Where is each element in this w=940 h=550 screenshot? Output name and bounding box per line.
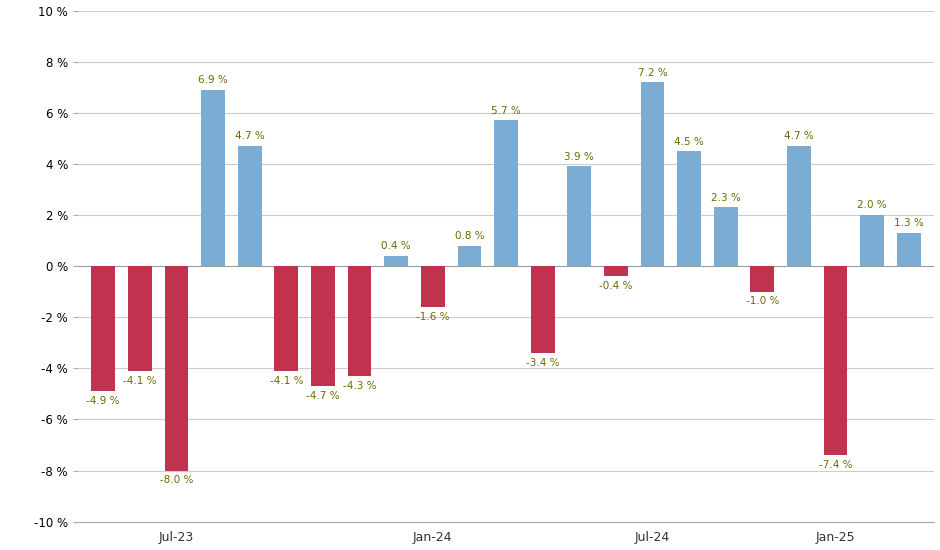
- Text: 1.3 %: 1.3 %: [894, 218, 924, 228]
- Text: 4.7 %: 4.7 %: [784, 131, 814, 141]
- Text: -7.4 %: -7.4 %: [819, 460, 853, 470]
- Text: 4.7 %: 4.7 %: [235, 131, 264, 141]
- Text: -3.4 %: -3.4 %: [525, 358, 559, 367]
- Bar: [238, 146, 261, 266]
- Text: -8.0 %: -8.0 %: [160, 475, 193, 485]
- Text: -4.3 %: -4.3 %: [343, 381, 376, 390]
- Bar: [531, 266, 555, 353]
- Text: 3.9 %: 3.9 %: [564, 152, 594, 162]
- Bar: [91, 266, 115, 392]
- Bar: [677, 151, 701, 266]
- Text: 2.3 %: 2.3 %: [711, 192, 741, 203]
- Bar: [164, 266, 188, 471]
- Bar: [128, 266, 151, 371]
- Bar: [274, 266, 298, 371]
- Bar: [384, 256, 408, 266]
- Bar: [421, 266, 445, 307]
- Bar: [494, 120, 518, 266]
- Text: 2.0 %: 2.0 %: [857, 200, 887, 211]
- Text: -1.6 %: -1.6 %: [416, 312, 449, 322]
- Text: -1.0 %: -1.0 %: [745, 296, 779, 306]
- Bar: [604, 266, 628, 276]
- Bar: [311, 266, 335, 386]
- Text: -4.9 %: -4.9 %: [86, 396, 120, 406]
- Text: 0.8 %: 0.8 %: [455, 231, 484, 241]
- Text: 6.9 %: 6.9 %: [198, 75, 228, 85]
- Bar: [750, 266, 775, 292]
- Bar: [897, 233, 920, 266]
- Bar: [568, 167, 591, 266]
- Bar: [823, 266, 848, 455]
- Bar: [640, 82, 665, 266]
- Bar: [458, 246, 481, 266]
- Bar: [201, 90, 225, 266]
- Bar: [348, 266, 371, 376]
- Bar: [787, 146, 811, 266]
- Text: 0.4 %: 0.4 %: [382, 241, 411, 251]
- Text: -4.1 %: -4.1 %: [270, 376, 303, 386]
- Text: -4.7 %: -4.7 %: [306, 391, 339, 401]
- Text: 7.2 %: 7.2 %: [637, 68, 667, 78]
- Bar: [713, 207, 738, 266]
- Text: -4.1 %: -4.1 %: [123, 376, 157, 386]
- Text: 5.7 %: 5.7 %: [491, 106, 521, 116]
- Text: -0.4 %: -0.4 %: [599, 281, 633, 291]
- Text: 4.5 %: 4.5 %: [674, 136, 704, 146]
- Bar: [860, 215, 885, 266]
